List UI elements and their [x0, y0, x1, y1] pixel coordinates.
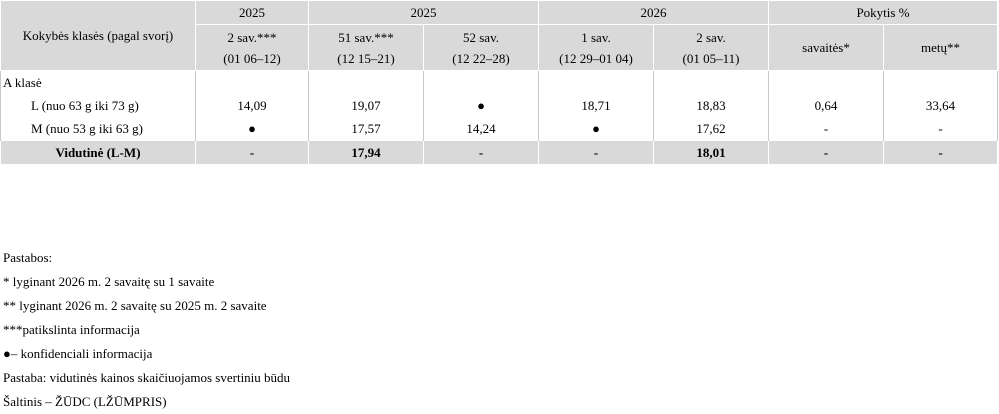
empty-cell: [883, 70, 998, 94]
table-cell: 19,07: [308, 94, 424, 117]
header-line: (12 15–21): [337, 50, 395, 66]
table-cell: 18,01: [653, 140, 769, 165]
note: Pastabos:: [3, 250, 53, 265]
header-line: 1 sav.: [581, 29, 611, 45]
note: ●– konfidenciali informacija: [3, 346, 153, 361]
row-label: L (nuo 63 g iki 73 g): [0, 94, 196, 117]
table-cell: 17,62: [653, 117, 769, 141]
table-cell: -: [195, 140, 309, 165]
note: * lyginant 2026 m. 2 savaitę su 1 savait…: [3, 274, 215, 289]
empty-cell: [195, 70, 309, 94]
table-cell: 33,64: [883, 94, 998, 117]
row-label: M (nuo 53 g iki 63 g): [0, 117, 196, 141]
header-line: (12 22–28): [452, 50, 510, 66]
row-label: Vidutinė (L-M): [0, 140, 196, 165]
note: ** lyginant 2026 m. 2 savaitę su 2025 m.…: [3, 298, 267, 313]
table-row: Vidutinė (L-M) -17,94- -18,01- -: [0, 140, 998, 165]
header-line: 52 sav.: [463, 29, 499, 45]
table-header: Kokybės klasės (pagal svorį) 2025 2025 2026…: [0, 0, 998, 71]
header-line: savaitės*: [802, 40, 850, 55]
header-line: 2 sav.***: [227, 29, 277, 45]
note: Pastaba: vidutinės kainos skaičiuojamos …: [3, 370, 291, 385]
header-cell: metų**: [883, 24, 998, 71]
header-line: 51 sav.***: [338, 29, 394, 45]
table-cell: 0,64: [768, 94, 884, 117]
note: ***patikslinta informacija: [3, 322, 140, 337]
table-cell: 18,83: [653, 94, 769, 117]
header-cell: savaitės*: [768, 24, 884, 71]
header-line: (01 06–12): [223, 50, 281, 66]
header-line: metų**: [921, 40, 960, 55]
price-table: Kokybės klasės (pagal svorį) 2025 2025 2026…: [0, 0, 998, 165]
header-cell: 2 sav. (01 05–11): [653, 24, 769, 71]
table-cell: -: [768, 117, 884, 141]
row-label: A klasė: [0, 70, 196, 94]
header-row: 2 sav.*** (01 06–12) 51 sav.*** (12 15–21) 5…: [1, 24, 998, 71]
table-cell: -: [883, 117, 998, 141]
header-cell: 2025: [195, 0, 309, 25]
table-cell: 14,24: [423, 117, 539, 141]
header-cell: 2026: [538, 0, 769, 25]
header-line: 2 sav.: [696, 29, 726, 45]
table-cell: 17,94: [308, 140, 424, 165]
notes: Pastabos: * lyginant 2026 m. 2 savaitę su…: [3, 246, 290, 414]
empty-cell: [308, 70, 424, 94]
empty-cell: [768, 70, 884, 94]
header-cell: Pokytis %: [768, 0, 998, 25]
empty-cell: [538, 70, 654, 94]
table-cell: -: [883, 140, 998, 165]
header-cell: 1 sav. (12 29–01 04): [538, 24, 654, 71]
header-line: (01 05–11): [682, 50, 740, 66]
table-body: A klasė L (nuo 63 g iki 73 g) 14,09 19,07 ● 1…: [0, 70, 998, 165]
header-cell: Kokybės klasės (pagal svorį): [0, 0, 196, 71]
table-row: M (nuo 53 g iki 63 g) ● 17,57 14,24 ● 17,62- -: [0, 117, 998, 141]
note: Šaltinis – ŽŪDC (LŽŪMPRIS): [3, 394, 167, 409]
header-cell: 2 sav.*** (01 06–12): [195, 24, 309, 71]
header-cell: 51 sav.*** (12 15–21): [308, 24, 424, 71]
table-cell: 18,71: [538, 94, 654, 117]
header-cell: 52 sav. (12 22–28): [423, 24, 539, 71]
table-cell: -: [768, 140, 884, 165]
table-cell: 17,57: [308, 117, 424, 141]
header-row: Kokybės klasės (pagal svorį) 2025 2025 2026…: [0, 0, 998, 71]
header-cell: 2025: [308, 0, 539, 25]
table-cell: -: [423, 140, 539, 165]
table-row: A klasė: [0, 70, 998, 94]
table-cell: -: [538, 140, 654, 165]
table-row: L (nuo 63 g iki 73 g) 14,09 19,07 ● 18,71 18,…: [0, 94, 998, 117]
header-line: (12 29–01 04): [559, 50, 633, 66]
empty-cell: [423, 70, 539, 94]
table-cell: 14,09: [195, 94, 309, 117]
table-cell: ●: [538, 117, 654, 141]
empty-cell: [653, 70, 769, 94]
table-cell: ●: [195, 117, 309, 141]
table-cell: ●: [423, 94, 539, 117]
